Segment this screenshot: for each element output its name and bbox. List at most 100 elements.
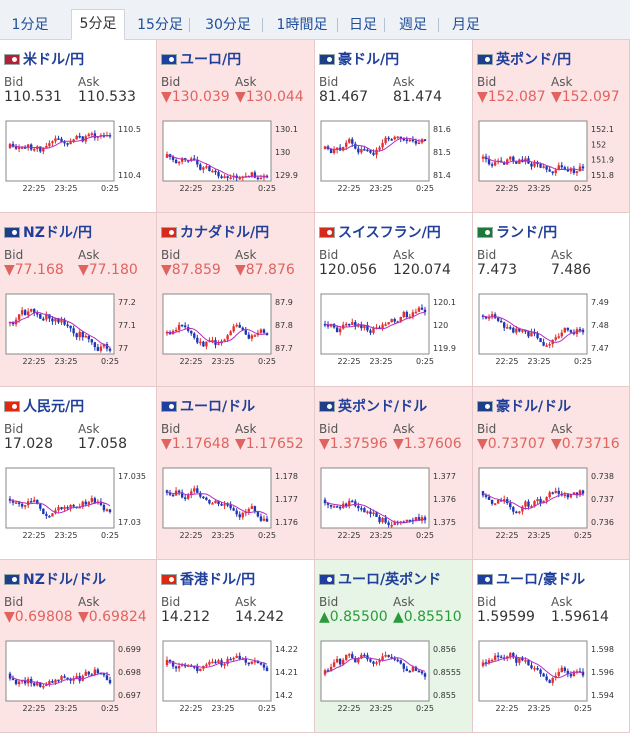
candle-body (48, 515, 51, 518)
candlestick-chart[interactable]: 7.49 7.48 7.47 22:25 23:25 0:25 (477, 290, 623, 368)
ask-label: Ask (235, 422, 257, 436)
candlestick-chart[interactable]: 110.5 110.4 22:25 23:25 0:25 (4, 117, 150, 195)
pair-title-link[interactable]: ユーロ/英ポンド (319, 569, 441, 589)
candle-body (63, 507, 66, 510)
candle-body (524, 330, 527, 332)
candlestick-chart[interactable]: 1.377 1.376 1.375 22:25 23:25 0:25 (319, 464, 465, 542)
x-tick-label: 0:25 (258, 357, 276, 366)
ask-value: 17.058 (78, 436, 127, 452)
currency-card[interactable]: ユーロ/豪ドル Bid Ask 1.59599 1.59614 1.598 1.596 1.5… (473, 560, 630, 733)
moving-average-line (9, 311, 111, 348)
pair-title-link[interactable]: 米ドル/円 (4, 49, 84, 69)
candle-body (345, 323, 348, 326)
y-tick-label: 0.698 (118, 668, 141, 677)
candlestick-chart[interactable]: 1.178 1.177 1.176 22:25 23:25 0:25 (161, 464, 307, 542)
candlestick-chart[interactable]: 77.2 77.1 77 22:25 23:25 0:25 (4, 290, 150, 368)
pair-title-link[interactable]: 人民元/円 (4, 396, 84, 416)
bid-value: ▼152.087 (477, 89, 546, 105)
tab-7[interactable]: 月足 (452, 17, 480, 33)
currency-card[interactable]: 英ポンド/円 Bid Ask ▼152.087 ▼152.097 152.1 152 151.… (473, 40, 630, 213)
pair-name: 豪ドル/ドル (496, 399, 572, 415)
x-tick-label: 22:25 (495, 531, 518, 540)
candle-body (348, 139, 351, 143)
currency-card[interactable]: 米ドル/円 Bid Ask 110.531 110.533 110.5 110.4 22:25… (0, 40, 157, 213)
candlestick-chart[interactable]: 14.22 14.21 14.2 22:25 23:25 0:25 (161, 637, 307, 715)
currency-card[interactable]: 人民元/円 Bid Ask 17.028 17.058 17.035 17.03 22:25 2… (0, 387, 157, 560)
candle-body (17, 681, 21, 685)
tab-0[interactable]: 1分足 (11, 17, 49, 33)
pair-title-link[interactable]: ユーロ/ドル (161, 396, 255, 416)
pair-name: ユーロ/豪ドル (496, 572, 586, 588)
candle-body (490, 499, 494, 504)
currency-card[interactable]: 豪ドル/ドル Bid Ask ▼0.73707 ▼0.73716 0.738 0.737 0.… (473, 387, 630, 560)
moving-average-line (9, 672, 111, 686)
candle-body (165, 154, 169, 158)
pair-title-link[interactable]: カナダドル/円 (161, 222, 269, 242)
pair-title-link[interactable]: 香港ドル/円 (161, 569, 255, 589)
chart-frame (162, 293, 272, 355)
chart-frame (320, 467, 430, 529)
candle-body (487, 496, 491, 500)
candlestick-chart[interactable]: 17.035 17.03 22:25 23:25 0:25 (4, 464, 150, 542)
currency-card[interactable]: ランド/円 Bid Ask 7.473 7.486 7.49 7.48 7.47 22:25 23… (473, 213, 630, 387)
currency-card[interactable]: 豪ドル/円 Bid Ask 81.467 81.474 81.6 81.5 81.4 22:25… (315, 40, 473, 213)
tab-4[interactable]: 1時間足 (276, 17, 328, 33)
candle-body (372, 152, 375, 155)
pair-name: NZドル/ドル (23, 572, 106, 588)
candlestick-chart[interactable]: 130.1 130 129.9 22:25 23:25 0:25 (161, 117, 307, 195)
pair-title-link[interactable]: 英ポンド/円 (477, 49, 571, 69)
candle-body (259, 516, 263, 521)
pair-title-link[interactable]: スイスフラン/円 (319, 222, 441, 242)
bid-label: Bid (319, 595, 339, 609)
candle-body (223, 664, 226, 666)
tab-3[interactable]: 30分足 (205, 17, 251, 33)
currency-card[interactable]: NZドル/円 Bid Ask ▼77.168 ▼77.180 77.2 77.1 77 22:2… (0, 213, 157, 387)
candlestick-chart[interactable]: 0.856 0.8555 0.855 22:25 23:25 0:25 (319, 637, 465, 715)
pair-title-link[interactable]: NZドル/円 (4, 222, 92, 242)
candle-body (354, 658, 357, 663)
currency-card[interactable]: 香港ドル/円 Bid Ask 14.212 14.242 14.22 14.21 14.2 22… (157, 560, 315, 733)
currency-card[interactable]: スイスフラン/円 Bid Ask 120.056 120.074 120.1 120 119.… (315, 213, 473, 387)
candle-body (180, 664, 184, 667)
tab-2[interactable]: 15分足 (137, 17, 183, 33)
pair-title-link[interactable]: NZドル/ドル (4, 569, 106, 589)
currency-card[interactable]: ユーロ/英ポンド Bid Ask ▲0.85500 ▲0.85510 0.856 0.855… (315, 560, 473, 733)
candlestick-chart[interactable]: 87.9 87.8 87.7 22:25 23:25 0:25 (161, 290, 307, 368)
currency-card[interactable]: NZドル/ドル Bid Ask ▼0.69808 ▼0.69824 0.699 0.698 0… (0, 560, 157, 733)
currency-card[interactable]: ユーロ/ドル Bid Ask ▼1.17648 ▼1.17652 1.178 1.177 1.… (157, 387, 315, 560)
candlestick-chart[interactable]: 1.598 1.596 1.594 22:25 23:25 0:25 (477, 637, 623, 715)
tab-5[interactable]: 日足 (349, 17, 377, 33)
tab-6[interactable]: 週足 (399, 17, 427, 33)
y-tick-label: 130.1 (275, 125, 298, 134)
y-tick-label: 1.375 (433, 518, 456, 527)
pair-title-link[interactable]: ランド/円 (477, 222, 557, 242)
pair-title-link[interactable]: 英ポンド/ドル (319, 396, 427, 416)
candle-body (348, 654, 351, 656)
candlestick-chart[interactable]: 81.6 81.5 81.4 22:25 23:25 0:25 (319, 117, 465, 195)
candlestick-chart[interactable]: 152.1 152 151.9 151.8 22:25 23:25 0:25 (477, 117, 623, 195)
candle-body (45, 514, 48, 516)
candlestick-chart[interactable]: 0.699 0.698 0.697 22:25 23:25 0:25 (4, 637, 150, 715)
ask-label: Ask (393, 75, 415, 89)
tab-1[interactable]: 5分足 (71, 9, 125, 40)
pair-title-link[interactable]: ユーロ/豪ドル (477, 569, 585, 589)
candle-body (60, 138, 63, 142)
candle-body (539, 338, 542, 343)
currency-card[interactable]: 英ポンド/ドル Bid Ask ▼1.37596 ▼1.37606 1.377 1.376 1… (315, 387, 473, 560)
candle-body (521, 506, 524, 512)
pair-title-link[interactable]: 豪ドル/ドル (477, 396, 571, 416)
pair-title-link[interactable]: 豪ドル/円 (319, 49, 399, 69)
ask-label: Ask (235, 75, 257, 89)
pair-title-link[interactable]: ユーロ/円 (161, 49, 241, 69)
candlestick-chart[interactable]: 120.1 120 119.9 22:25 23:25 0:25 (319, 290, 465, 368)
candlestick-chart[interactable]: 0.738 0.737 0.736 22:25 23:25 0:25 (477, 464, 623, 542)
candle-body (484, 495, 488, 497)
ask-value: ▼0.69824 (78, 609, 147, 625)
candle-body (396, 136, 399, 139)
candle-body (69, 141, 72, 145)
candle-body (512, 156, 515, 162)
currency-card[interactable]: カナダドル/円 Bid Ask ▼87.859 ▼87.876 87.9 87.8 87.7 2… (157, 213, 315, 387)
currency-card[interactable]: ユーロ/円 Bid Ask ▼130.039 ▼130.044 130.1 130 129.9… (157, 40, 315, 213)
candle-body (57, 318, 60, 323)
candle-body (229, 658, 232, 661)
